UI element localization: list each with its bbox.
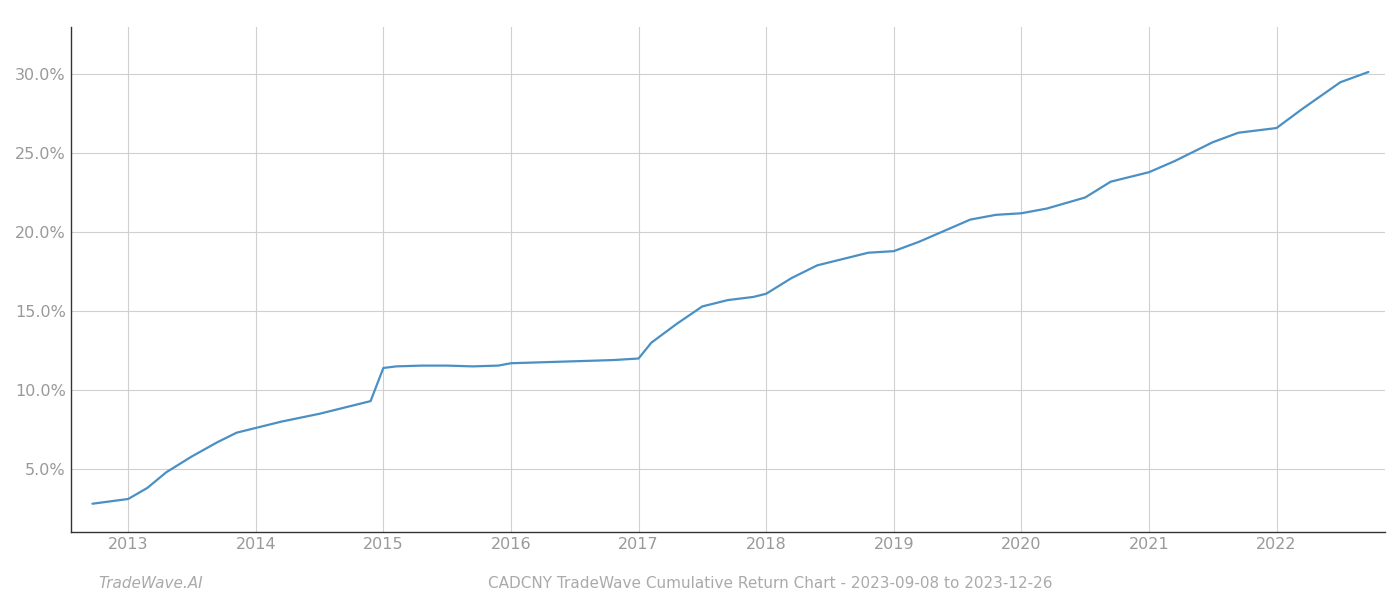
Text: TradeWave.AI: TradeWave.AI (98, 576, 203, 591)
Text: CADCNY TradeWave Cumulative Return Chart - 2023-09-08 to 2023-12-26: CADCNY TradeWave Cumulative Return Chart… (487, 576, 1053, 591)
